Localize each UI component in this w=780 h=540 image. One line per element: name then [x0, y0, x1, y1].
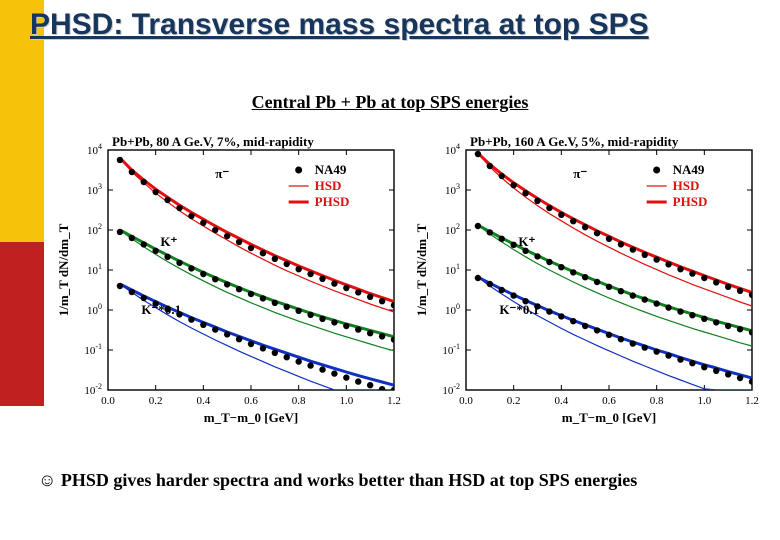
svg-text:104: 104 [445, 142, 460, 157]
smiley-icon: ☺ [38, 470, 56, 490]
svg-text:10-1: 10-1 [442, 342, 460, 357]
svg-text:HSD: HSD [315, 178, 342, 193]
chart-panel-right: 0.0 0.2 0.4 0.6 0.8 1.0 1.2 10-2 10-1 100 101 102 10… [412, 130, 762, 435]
svg-text:K⁻*0.1: K⁻*0.1 [141, 302, 181, 317]
svg-text:m_T−m_0 [GeV]: m_T−m_0 [GeV] [204, 410, 298, 425]
svg-text:1.2: 1.2 [387, 395, 401, 407]
svg-text:m_T−m_0 [GeV]: m_T−m_0 [GeV] [562, 410, 656, 425]
conclusion-body: PHSD gives harder spectra and works bett… [56, 470, 637, 490]
svg-text:HSD: HSD [673, 178, 700, 193]
svg-text:0.8: 0.8 [292, 395, 306, 407]
svg-text:PHSD: PHSD [315, 194, 350, 209]
svg-text:NA49: NA49 [673, 162, 705, 177]
svg-text:0.2: 0.2 [507, 395, 521, 407]
svg-text:π⁻: π⁻ [215, 166, 229, 181]
svg-text:10-2: 10-2 [84, 382, 102, 397]
svg-text:K⁻*0.1: K⁻*0.1 [499, 302, 539, 317]
svg-text:0.0: 0.0 [101, 395, 115, 407]
svg-text:103: 103 [87, 182, 102, 197]
svg-text:Pb+Pb, 160 A Ge.V, 5%, mid-rap: Pb+Pb, 160 A Ge.V, 5%, mid-rapidity [470, 134, 679, 149]
svg-text:1.2: 1.2 [745, 395, 759, 407]
svg-text:100: 100 [87, 302, 102, 317]
svg-text:101: 101 [445, 262, 460, 277]
page-subtitle: Central Pb + Pb at top SPS energies [0, 92, 780, 113]
svg-text:K⁺: K⁺ [518, 234, 535, 249]
svg-text:0.4: 0.4 [554, 395, 568, 407]
svg-text:100: 100 [445, 302, 460, 317]
svg-text:1/m_T dN/dm_T: 1/m_T dN/dm_T [56, 223, 71, 316]
svg-text:NA49: NA49 [315, 162, 347, 177]
svg-text:1.0: 1.0 [697, 395, 711, 407]
svg-text:102: 102 [87, 222, 102, 237]
page-title: PHSD: Transverse mass spectra at top SPS [30, 8, 649, 42]
svg-text:1.0: 1.0 [339, 395, 353, 407]
side-stripe-red [0, 242, 44, 406]
svg-text:π⁻: π⁻ [573, 166, 587, 181]
conclusion-text: ☺ PHSD gives harder spectra and works be… [38, 470, 637, 491]
svg-text:101: 101 [87, 262, 102, 277]
svg-text:103: 103 [445, 182, 460, 197]
svg-text:0.6: 0.6 [602, 395, 616, 407]
svg-text:0.0: 0.0 [459, 395, 473, 407]
svg-text:0.2: 0.2 [149, 395, 163, 407]
svg-text:0.6: 0.6 [244, 395, 258, 407]
svg-text:102: 102 [445, 222, 460, 237]
svg-text:0.4: 0.4 [196, 395, 210, 407]
svg-text:104: 104 [87, 142, 102, 157]
svg-text:0.8: 0.8 [650, 395, 664, 407]
svg-text:10-1: 10-1 [84, 342, 102, 357]
svg-text:PHSD: PHSD [673, 194, 708, 209]
chart-panel-left: 0.0 0.2 0.4 0.6 0.8 1.0 1.2 10-2 10-1 100 101 102 10… [54, 130, 404, 435]
svg-text:1/m_T dN/dm_T: 1/m_T dN/dm_T [414, 223, 429, 316]
svg-text:10-2: 10-2 [442, 382, 460, 397]
svg-text:Pb+Pb, 80 A Ge.V, 7%, mid-rapi: Pb+Pb, 80 A Ge.V, 7%, mid-rapidity [112, 134, 314, 149]
svg-text:K⁺: K⁺ [160, 234, 177, 249]
charts-row: 0.0 0.2 0.4 0.6 0.8 1.0 1.2 10-2 10-1 100 101 102 10… [54, 130, 762, 435]
